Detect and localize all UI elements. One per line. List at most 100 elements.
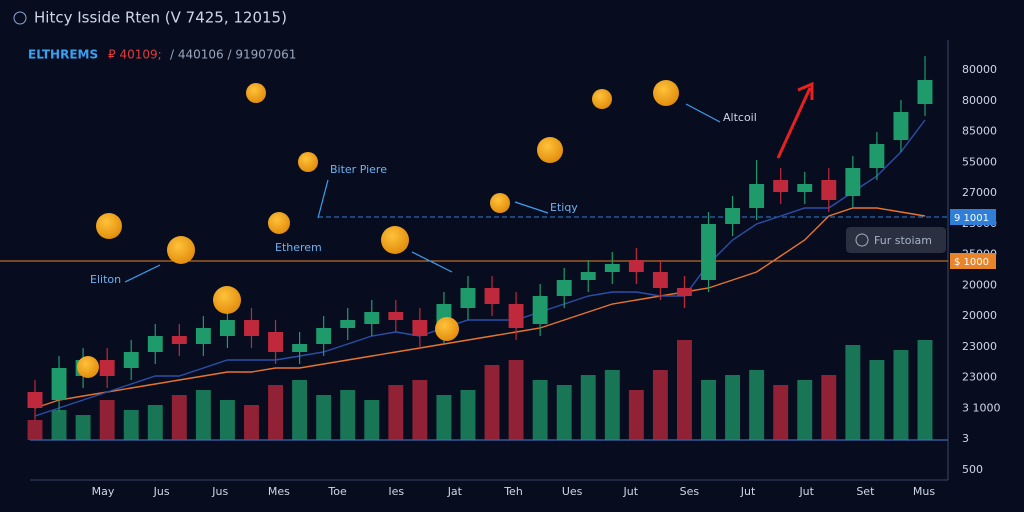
stats: / 440106 / 91907061 (170, 48, 296, 62)
volume-bar (219, 400, 235, 440)
y-axis-label: 23000 (962, 371, 997, 384)
candle-body (460, 288, 476, 308)
x-tick-label: May (92, 485, 115, 498)
candle-body (821, 180, 837, 200)
logo (13, 11, 27, 25)
candle-body (749, 184, 765, 208)
volume-bar (412, 380, 428, 440)
ticker: ELTHREMS (28, 48, 98, 62)
ma-line (34, 119, 926, 417)
volume-bar (580, 375, 596, 440)
volume-bar (701, 380, 716, 440)
candle-body (292, 344, 308, 352)
level-tag (950, 253, 996, 269)
candle-body (652, 272, 668, 288)
x-tick-label: Teh (503, 485, 523, 498)
volume-bar (27, 420, 43, 440)
button-icon (855, 233, 869, 247)
candle-body (123, 352, 139, 368)
y-axis-label: 80000 (962, 63, 997, 76)
x-tick-label: Jat (447, 485, 463, 498)
candle-body (532, 296, 548, 324)
volume-bar (316, 395, 332, 440)
y-axis-label: 85000 (962, 125, 997, 138)
trend-arrow (776, 81, 814, 159)
volume-bar (51, 410, 67, 440)
candle-body (51, 368, 67, 400)
volume-bar (797, 380, 813, 440)
candle-body (725, 208, 741, 224)
candle-body (508, 304, 524, 328)
y-axis-label: 3 1000 (962, 401, 1001, 414)
x-tick-label: Jut (623, 485, 639, 498)
coins (77, 80, 679, 378)
candle-body (219, 320, 235, 336)
x-tick-label: Mes (268, 485, 290, 498)
button-label[interactable]: Fur stoiam (874, 234, 932, 247)
volume-bar (845, 345, 861, 440)
x-tick-label: Mus (913, 485, 935, 498)
x-tick-label: Ues (562, 485, 583, 498)
annotation: Etherem (275, 241, 322, 254)
x-tick-label: Jut (740, 485, 756, 498)
volume-bar (364, 400, 380, 440)
annotation: Etiqy (550, 201, 578, 214)
volume-bar (821, 375, 837, 440)
volume-bar (725, 375, 741, 440)
x-tick-label: Ses (680, 485, 700, 498)
candle-body (677, 288, 692, 296)
candle-body (364, 312, 380, 324)
y-axis-label: 23000 (962, 340, 997, 353)
volume-bar (532, 380, 548, 440)
x-tick-label: Jus (211, 485, 228, 498)
candle-body (27, 392, 43, 408)
candle-body (171, 336, 187, 344)
candle-body (195, 328, 211, 344)
y-axis-label: 20000 (962, 278, 997, 291)
x-tick-label: Jus (153, 485, 170, 498)
candle-body (316, 328, 332, 344)
annotation: Eliton (90, 273, 121, 286)
annotation: Altcoil (723, 111, 757, 124)
volume-bar (917, 340, 933, 440)
chart-title: Hitcy Isside Rten (V 7425, 12015) (34, 9, 287, 27)
volume-bar (388, 385, 404, 440)
price: ₽ 40109; (108, 48, 162, 62)
candle-body (340, 320, 356, 328)
volume-bar (773, 385, 789, 440)
candle-body (701, 224, 716, 280)
volume-bar (244, 405, 259, 440)
volume-bar (195, 390, 211, 440)
candle-body (845, 168, 861, 196)
volume-bar (604, 370, 620, 440)
volume-bar (268, 385, 283, 440)
volume-bar (677, 340, 692, 440)
volume-bar (340, 390, 356, 440)
candle-body (580, 272, 596, 280)
volume-bar (484, 365, 500, 440)
volume-bar (869, 360, 885, 440)
candle-body (268, 332, 283, 352)
volume-bar (147, 405, 163, 440)
y-axis-label: 27000 (962, 186, 997, 199)
candle-body (773, 180, 789, 192)
candle-body (99, 360, 115, 376)
volume-bar (292, 380, 308, 440)
candle-body (147, 336, 163, 352)
volume-bar (171, 395, 187, 440)
x-tick-label: Ies (388, 485, 404, 498)
volume-bar (75, 415, 91, 440)
candle-body (412, 320, 428, 336)
volume-bar (628, 390, 644, 440)
candle-body (244, 320, 259, 336)
volume-bar (652, 370, 668, 440)
ma-line (34, 207, 926, 409)
button[interactable] (846, 227, 946, 253)
candle-body (893, 112, 909, 140)
annotation-arrows (124, 103, 721, 283)
level-label: 9 1001 (954, 213, 989, 224)
candle-body (556, 280, 572, 296)
volume-bar (508, 360, 524, 440)
volume-bar (123, 410, 139, 440)
